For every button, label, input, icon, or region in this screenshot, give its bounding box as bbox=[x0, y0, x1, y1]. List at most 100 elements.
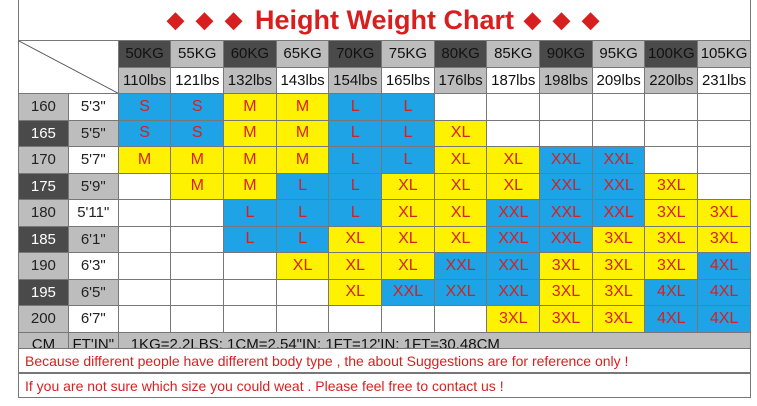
size-cell: 4XL bbox=[697, 278, 751, 306]
size-cell: 3XL bbox=[644, 252, 699, 280]
size-cell: L bbox=[275, 199, 330, 227]
height-ftin: 5'5" bbox=[67, 119, 119, 147]
height-ftin: 6'5" bbox=[67, 278, 119, 306]
table-row: 185 6'1" L L XL XL XL XXL XXL 3XL 3XL 3XL bbox=[18, 225, 751, 253]
header-kg: 85KG bbox=[486, 40, 541, 68]
size-cell: 3XL bbox=[486, 305, 541, 333]
header-lbs: 231lbs bbox=[697, 66, 751, 94]
size-cell: M bbox=[275, 146, 330, 174]
diamond-decor-right: ◆ ◆ ◆ bbox=[524, 7, 602, 32]
size-cell: S bbox=[170, 93, 225, 121]
header-lbs: 132lbs bbox=[223, 66, 277, 94]
height-ftin: 5'7" bbox=[67, 146, 119, 174]
size-cell: 3XL bbox=[591, 305, 646, 333]
size-cell: XXL bbox=[433, 252, 488, 280]
size-cell: XL bbox=[486, 172, 541, 200]
size-cell bbox=[170, 225, 225, 253]
header-lbs: 176lbs bbox=[433, 66, 488, 94]
disclaimer-note: Because different people have different … bbox=[18, 348, 751, 373]
size-cell bbox=[644, 146, 699, 174]
height-cm: 195 bbox=[18, 278, 69, 306]
size-cell bbox=[223, 278, 277, 306]
size-cell bbox=[275, 278, 330, 306]
size-cell bbox=[539, 93, 593, 121]
height-cm: 165 bbox=[18, 119, 69, 147]
header-lbs: 187lbs bbox=[486, 66, 541, 94]
size-cell bbox=[275, 305, 330, 333]
size-cell: XL bbox=[328, 252, 383, 280]
size-cell: 4XL bbox=[697, 252, 751, 280]
size-cell bbox=[328, 305, 383, 333]
size-cell bbox=[433, 93, 488, 121]
size-table: 50KG 55KG 60KG 65KG 70KG 75KG 80KG 85KG 90KG 95KG… bbox=[18, 40, 752, 357]
header-lbs: 143lbs bbox=[275, 66, 330, 94]
height-ftin: 5'9" bbox=[67, 172, 119, 200]
header-kg: 65KG bbox=[275, 40, 330, 68]
size-cell: M bbox=[275, 119, 330, 147]
header-kg: 100KG bbox=[644, 40, 699, 68]
size-cell: XXL bbox=[591, 172, 646, 200]
size-cell: L bbox=[381, 93, 435, 121]
size-cell: S bbox=[117, 119, 172, 147]
size-cell: S bbox=[117, 93, 172, 121]
size-cell bbox=[170, 305, 225, 333]
size-cell: XL bbox=[381, 199, 435, 227]
chart-title-text: Height Weight Chart bbox=[255, 4, 514, 35]
size-cell bbox=[223, 252, 277, 280]
size-cell: XXL bbox=[486, 199, 541, 227]
size-cell: XL bbox=[433, 199, 488, 227]
size-cell: 3XL bbox=[539, 252, 593, 280]
size-cell: 3XL bbox=[591, 278, 646, 306]
size-cell: L bbox=[328, 199, 383, 227]
size-cell: M bbox=[170, 146, 225, 174]
table-row: 170 5'7" M M M M L L XL XL XXL XXL bbox=[18, 146, 751, 174]
size-cell: L bbox=[381, 119, 435, 147]
size-cell: XXL bbox=[539, 172, 593, 200]
table-row: 200 6'7" 3XL 3XL 3XL 4XL 4XL bbox=[18, 305, 751, 333]
size-cell: M bbox=[117, 146, 172, 174]
size-cell: XXL bbox=[539, 199, 593, 227]
size-cell bbox=[486, 119, 541, 147]
height-cm: 170 bbox=[18, 146, 69, 174]
size-cell bbox=[591, 119, 646, 147]
size-cell: XXL bbox=[539, 146, 593, 174]
header-kg: 90KG bbox=[539, 40, 593, 68]
table-row: 160 5'3" S S M M L L bbox=[18, 93, 751, 121]
height-cm: 175 bbox=[18, 172, 69, 200]
header-kg: 60KG bbox=[223, 40, 277, 68]
size-cell bbox=[117, 225, 172, 253]
header-lbs: 165lbs bbox=[381, 66, 435, 94]
size-cell: L bbox=[275, 172, 330, 200]
size-cell: 3XL bbox=[591, 225, 646, 253]
header-lbs: 220lbs bbox=[644, 66, 699, 94]
size-cell: XL bbox=[275, 252, 330, 280]
table-row: 165 5'5" S S M M L L XL bbox=[18, 119, 751, 147]
size-cell: 3XL bbox=[539, 278, 593, 306]
header-lbs: 110lbs bbox=[117, 66, 172, 94]
size-cell: XXL bbox=[381, 278, 435, 306]
size-cell bbox=[539, 119, 593, 147]
header-lbs: 121lbs bbox=[170, 66, 225, 94]
size-cell: XL bbox=[381, 172, 435, 200]
header-kg: 55KG bbox=[170, 40, 225, 68]
height-weight-chart: ◆ ◆ ◆ Height Weight Chart ◆ ◆ ◆ 50KG 55KG… bbox=[18, 0, 752, 400]
size-cell bbox=[644, 119, 699, 147]
header-kg: 105KG bbox=[697, 40, 751, 68]
size-cell: 4XL bbox=[644, 278, 699, 306]
size-cell: XXL bbox=[591, 146, 646, 174]
size-cell bbox=[381, 305, 435, 333]
header-lbs: 154lbs bbox=[328, 66, 383, 94]
size-cell: XL bbox=[433, 146, 488, 174]
size-cell: XL bbox=[328, 225, 383, 253]
size-cell: M bbox=[223, 172, 277, 200]
height-cm: 190 bbox=[18, 252, 69, 280]
size-cell bbox=[117, 199, 172, 227]
size-cell bbox=[117, 278, 172, 306]
size-cell: XL bbox=[433, 119, 488, 147]
size-cell bbox=[697, 146, 751, 174]
size-cell: L bbox=[328, 119, 383, 147]
size-cell: L bbox=[223, 199, 277, 227]
height-ftin: 5'3" bbox=[67, 93, 119, 121]
size-cell: XXL bbox=[486, 252, 541, 280]
height-cm: 180 bbox=[18, 199, 69, 227]
